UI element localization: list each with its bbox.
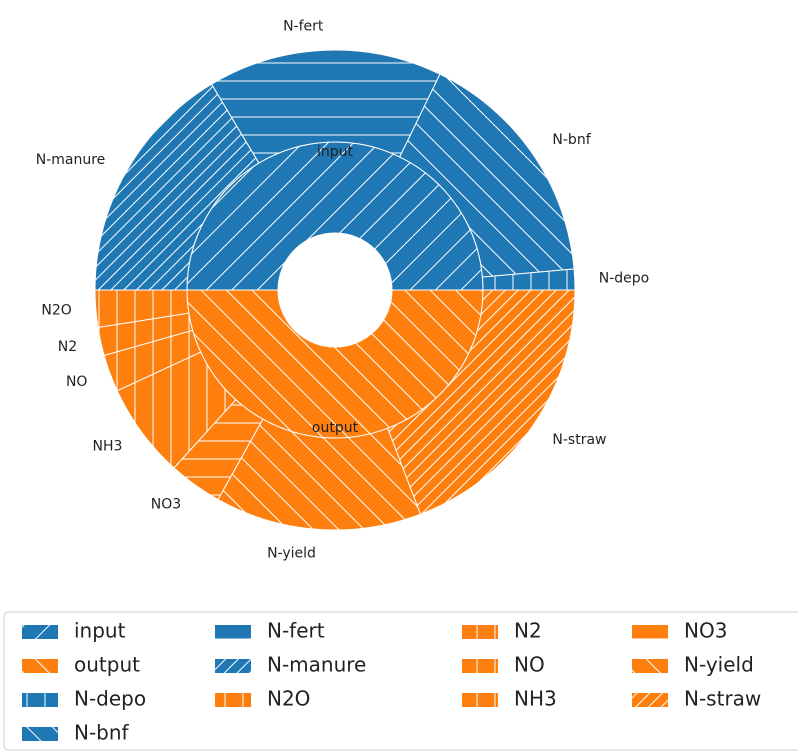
legend-label: N-fert bbox=[267, 619, 325, 643]
slice-label: N-fert bbox=[283, 18, 324, 34]
legend-swatch bbox=[22, 727, 58, 741]
slice-label: N-yield bbox=[267, 545, 316, 561]
legend-label: NH3 bbox=[514, 687, 557, 711]
legend-label: N2O bbox=[267, 687, 310, 711]
legend-label: N-yield bbox=[684, 653, 754, 677]
legend-label: N-depo bbox=[74, 687, 146, 711]
legend-swatch bbox=[215, 693, 251, 707]
legend-swatch bbox=[22, 659, 58, 673]
slice-label: N-bnf bbox=[552, 132, 591, 148]
legend-box bbox=[3, 611, 798, 751]
legend-swatch bbox=[632, 625, 668, 639]
slice-label: N-depo bbox=[599, 270, 649, 286]
legend-label: N2 bbox=[514, 619, 542, 643]
slice-label: N2 bbox=[58, 339, 77, 355]
slice-label: NO3 bbox=[151, 497, 181, 513]
legend-label: NO bbox=[514, 653, 545, 677]
legend-swatch bbox=[462, 625, 498, 639]
legend-label: N-manure bbox=[267, 653, 366, 677]
slice-label: N2O bbox=[41, 303, 71, 319]
slice-label: NO bbox=[66, 374, 88, 390]
legend-label: input bbox=[74, 619, 126, 643]
legend-label: NO3 bbox=[684, 619, 727, 643]
slice-label: output bbox=[312, 420, 359, 436]
slice-label: N-straw bbox=[552, 432, 606, 448]
wedge bbox=[387, 289, 576, 515]
legend-swatch bbox=[22, 625, 58, 639]
legend-swatch bbox=[215, 625, 251, 639]
legend-swatch bbox=[632, 659, 668, 673]
legend-label: N-bnf bbox=[74, 721, 130, 745]
slice-label: NH3 bbox=[92, 439, 122, 455]
legend-swatch bbox=[462, 693, 498, 707]
legend-label: N-straw bbox=[684, 687, 761, 711]
slice-label: input bbox=[317, 144, 354, 160]
legend-swatch bbox=[462, 659, 498, 673]
legend-label: output bbox=[74, 653, 140, 677]
slice-label: N-manure bbox=[36, 152, 106, 168]
legend-swatch bbox=[632, 693, 668, 707]
legend-swatch bbox=[215, 659, 251, 673]
legend-swatch bbox=[22, 693, 58, 707]
